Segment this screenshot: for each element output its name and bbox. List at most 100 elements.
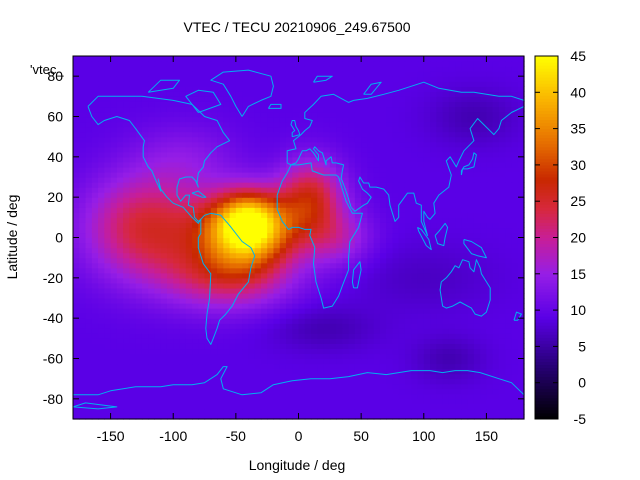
heatmap-cell <box>185 187 193 193</box>
heatmap-cell <box>73 272 80 279</box>
heatmap-cell <box>455 363 462 370</box>
heatmap-cell <box>116 408 124 415</box>
heatmap-cell <box>398 287 406 294</box>
heatmap-cell <box>254 212 262 218</box>
heatmap-cell <box>492 343 500 350</box>
heatmap-cell <box>423 303 431 309</box>
heatmap-cell <box>486 197 494 203</box>
heatmap-cell <box>367 257 375 264</box>
heatmap-cell <box>279 146 287 153</box>
heatmap-cell <box>417 262 425 269</box>
heatmap-cell <box>267 171 275 178</box>
heatmap-cell <box>480 408 488 415</box>
heatmap-cell <box>254 182 262 188</box>
heatmap-cell <box>417 177 425 183</box>
heatmap-cell <box>79 182 87 188</box>
heatmap-cell <box>361 166 368 173</box>
heatmap-cell <box>455 116 462 123</box>
heatmap-cell <box>148 328 156 334</box>
heatmap-cell <box>336 71 343 77</box>
heatmap-cell <box>173 408 181 415</box>
heatmap-cell <box>135 403 143 410</box>
heatmap-cell <box>361 323 368 329</box>
heatmap-cell <box>511 166 519 173</box>
heatmap-cell <box>455 408 462 415</box>
heatmap-cell <box>217 91 224 97</box>
heatmap-cell <box>430 257 437 264</box>
heatmap-cell <box>273 247 281 254</box>
heatmap-cell <box>254 111 262 118</box>
heatmap-cell <box>423 202 431 208</box>
heatmap-cell <box>298 212 306 218</box>
heatmap-cell <box>354 358 362 365</box>
heatmap-cell <box>367 202 375 208</box>
heatmap-cell <box>73 146 80 153</box>
heatmap-cell <box>192 257 199 264</box>
heatmap-cell <box>73 267 80 274</box>
heatmap-cell <box>91 257 99 264</box>
heatmap-cell <box>98 126 105 133</box>
heatmap-cell <box>260 121 268 128</box>
heatmap-cell <box>242 277 249 284</box>
heatmap-cell <box>173 328 181 334</box>
heatmap-cell <box>517 71 525 77</box>
heatmap-cell <box>267 413 275 420</box>
heatmap-cell <box>267 298 275 304</box>
heatmap-cell <box>279 398 287 405</box>
heatmap-cell <box>461 197 469 203</box>
heatmap-cell <box>311 242 318 249</box>
heatmap-cell <box>210 76 218 82</box>
heatmap-cell <box>442 277 450 284</box>
heatmap-cell <box>129 383 137 390</box>
heatmap-cell <box>511 333 519 339</box>
heatmap-cell <box>179 408 187 415</box>
heatmap-cell <box>336 267 343 274</box>
heatmap-cell <box>323 202 331 208</box>
heatmap-cell <box>304 348 312 355</box>
heatmap-cell <box>505 277 513 284</box>
heatmap-cell <box>292 171 300 178</box>
heatmap-cell <box>254 272 262 279</box>
heatmap-cell <box>179 403 187 410</box>
heatmap-cell <box>148 308 156 314</box>
heatmap-cell <box>467 398 475 405</box>
heatmap-cell <box>210 192 218 198</box>
heatmap-cell <box>511 81 519 87</box>
heatmap-cell <box>141 398 149 405</box>
heatmap-cell <box>185 323 193 329</box>
heatmap-cell <box>173 272 181 279</box>
heatmap-cell <box>404 232 412 239</box>
heatmap-cell <box>398 177 406 183</box>
heatmap-cell <box>141 96 149 102</box>
heatmap-cell <box>317 96 325 102</box>
heatmap-cell <box>148 232 156 239</box>
heatmap-cell <box>498 303 506 309</box>
heatmap-cell <box>267 237 275 244</box>
heatmap-cell <box>379 373 387 380</box>
heatmap-cell <box>404 182 412 188</box>
heatmap-cell <box>260 272 268 279</box>
heatmap-cell <box>91 182 99 188</box>
heatmap-cell <box>123 166 130 173</box>
heatmap-cell <box>423 313 431 319</box>
heatmap-cell <box>417 86 425 92</box>
heatmap-cell <box>411 136 419 143</box>
heatmap-cell <box>235 272 243 279</box>
heatmap-cell <box>348 146 356 153</box>
heatmap-cell <box>354 177 362 183</box>
heatmap-cell <box>179 303 187 309</box>
heatmap-cell <box>436 333 444 339</box>
heatmap-cell <box>473 318 481 324</box>
heatmap-cell <box>492 333 500 339</box>
heatmap-cell <box>204 398 212 405</box>
heatmap-cell <box>430 156 437 163</box>
heatmap-cell <box>254 131 262 138</box>
heatmap-cell <box>392 177 400 183</box>
heatmap-cell <box>85 242 93 249</box>
heatmap-cell <box>317 91 325 97</box>
heatmap-cell <box>404 242 412 249</box>
heatmap-cell <box>398 292 406 299</box>
heatmap-cell <box>254 277 262 284</box>
heatmap-cell <box>323 378 331 385</box>
heatmap-cell <box>348 388 356 395</box>
